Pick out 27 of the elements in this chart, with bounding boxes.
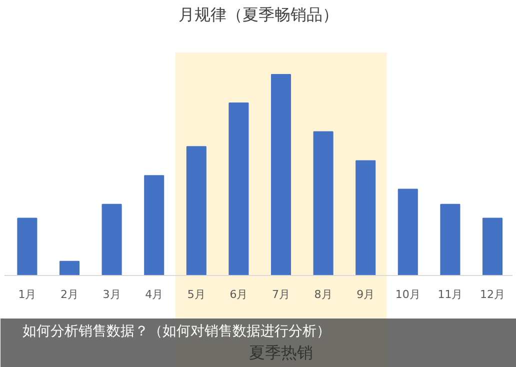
x-tick-label: 10月 <box>395 288 420 301</box>
bar <box>313 131 334 276</box>
x-tick-label: 4月 <box>145 288 164 301</box>
bar <box>17 218 38 276</box>
x-tick-label: 11月 <box>438 288 463 301</box>
bar <box>356 160 376 276</box>
band-label: 夏季热销 <box>249 343 313 362</box>
x-tick-label: 7月 <box>272 288 290 301</box>
x-tick-label: 6月 <box>230 288 248 301</box>
bar <box>186 146 206 276</box>
x-tick-label: 5月 <box>187 288 206 301</box>
text: 如何分析销售数据？（如何对销售数据进行分析） <box>22 324 330 340</box>
x-tick-label: 12月 <box>480 288 505 301</box>
bar <box>102 204 122 276</box>
bar <box>144 175 164 276</box>
chart-title: 月规律（夏季畅销品） <box>178 5 338 24</box>
bar <box>228 102 249 276</box>
x-tick-label: 9月 <box>356 288 375 301</box>
bar <box>270 74 292 276</box>
x-tick-label: 1月 <box>18 288 36 301</box>
x-tick-label: 2月 <box>60 288 78 301</box>
x-tick-label: 3月 <box>102 288 121 301</box>
x-tick-label: 8月 <box>314 288 332 301</box>
bar <box>440 204 460 276</box>
bar <box>482 218 503 276</box>
bar <box>59 260 80 276</box>
bar <box>398 188 418 276</box>
